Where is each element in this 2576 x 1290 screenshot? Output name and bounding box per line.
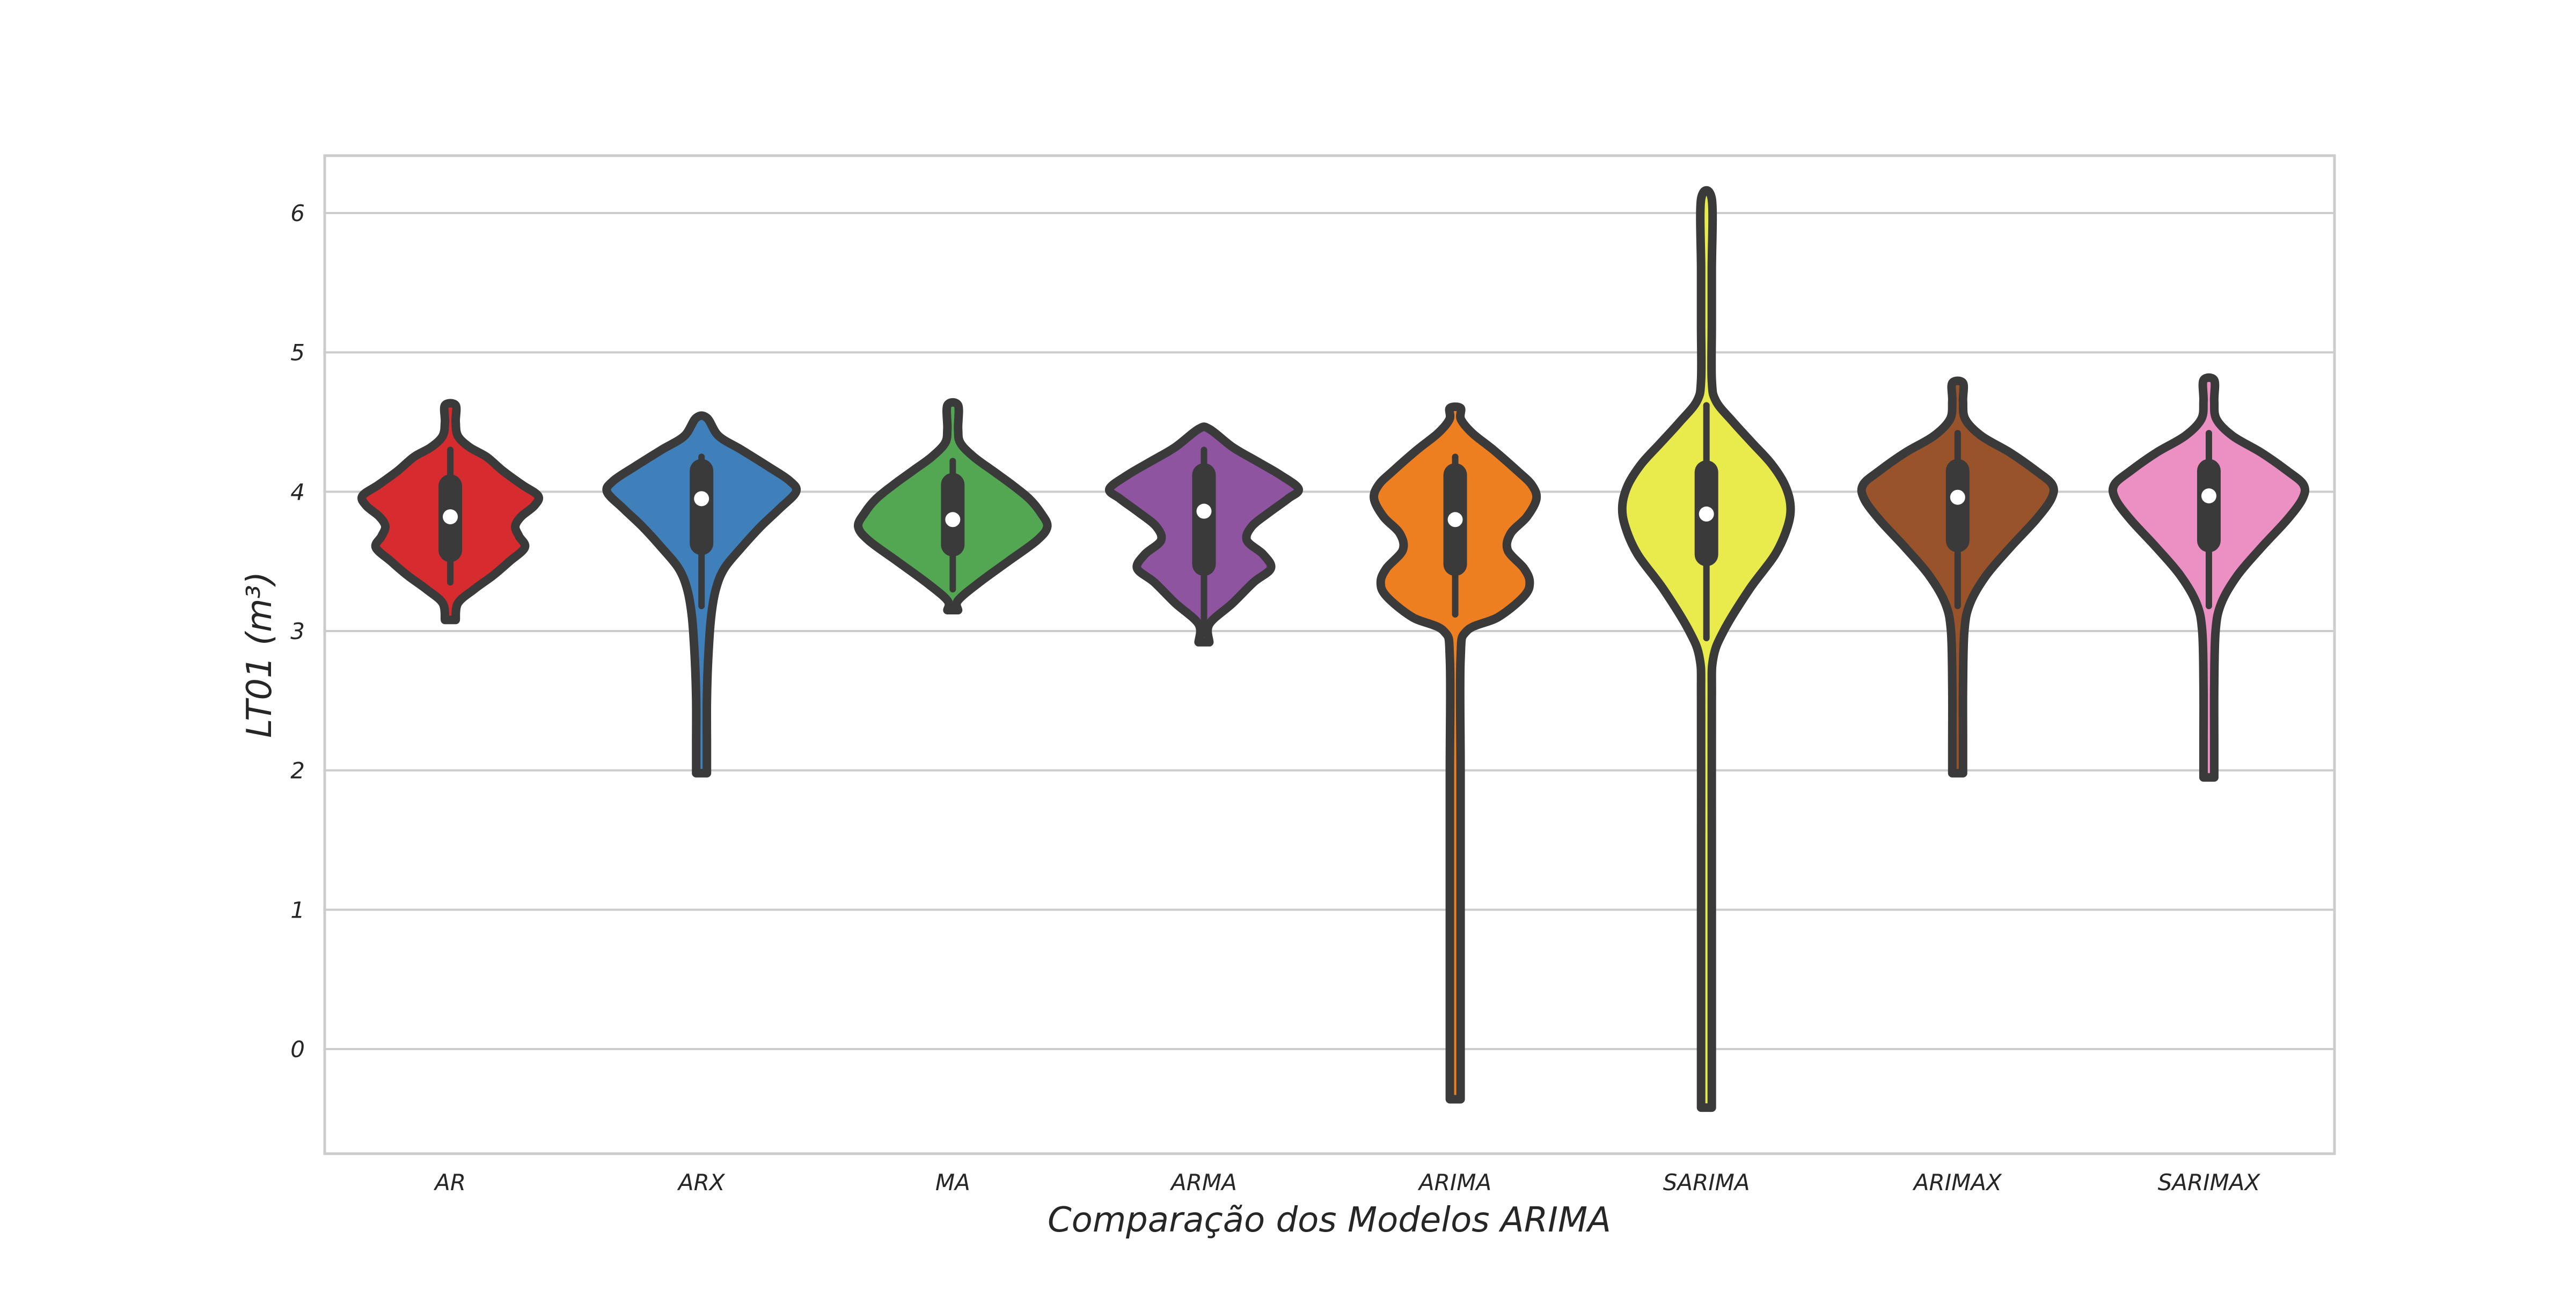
violin-arima — [1370, 402, 1541, 1104]
violin-body — [1370, 402, 1541, 1104]
violin-body — [1618, 186, 1795, 1112]
x-tick-labels: AR ARX MA ARMA ARIMA SARIMA ARIMAX SARIMAX — [433, 1169, 2260, 1196]
x-tick-label: SARIMAX — [2158, 1169, 2261, 1196]
y-tick-labels: 0 1 2 3 4 5 6 — [290, 200, 305, 1062]
y-tick-label: 3 — [290, 618, 305, 644]
violin-sarimax — [2108, 373, 2310, 782]
violin-arma — [1105, 422, 1303, 647]
y-tick-label: 1 — [290, 897, 305, 923]
violin-ar — [357, 399, 544, 625]
violin-median-dot — [443, 509, 458, 525]
y-tick-label: 2 — [290, 758, 305, 784]
violins — [357, 186, 2310, 1112]
violin-median-dot — [1950, 489, 1965, 505]
violin-median-dot — [2201, 488, 2216, 504]
violin-arimax — [1857, 376, 2058, 778]
violin-median-dot — [1447, 512, 1463, 527]
violin-median-dot — [694, 491, 709, 507]
y-tick-label: 0 — [290, 1036, 305, 1062]
y-tick-label: 4 — [290, 479, 305, 505]
x-tick-label: ARIMAX — [1912, 1169, 2002, 1196]
plot-frame — [323, 154, 2336, 1155]
x-tick-label: MA — [935, 1169, 970, 1196]
violin-sarima — [1618, 186, 1795, 1112]
violin-ma — [854, 398, 1052, 614]
x-tick-label: ARIMA — [1417, 1169, 1491, 1196]
x-axis-title: Comparação dos Modelos ARIMA — [1048, 1200, 1611, 1240]
y-axis-title: LT01 (m³) — [240, 571, 280, 738]
x-tick-label: SARIMA — [1663, 1169, 1750, 1196]
violin-median-dot — [1699, 506, 1714, 522]
x-tick-label: AR — [433, 1169, 466, 1196]
y-tick-label: 6 — [290, 200, 305, 226]
x-tick-label: ARX — [677, 1169, 726, 1196]
y-tick-label: 5 — [290, 340, 305, 366]
x-tick-label: ARMA — [1169, 1169, 1237, 1196]
violin-arx — [602, 411, 801, 778]
violin-median-dot — [945, 512, 961, 527]
violin-median-dot — [1196, 503, 1212, 519]
